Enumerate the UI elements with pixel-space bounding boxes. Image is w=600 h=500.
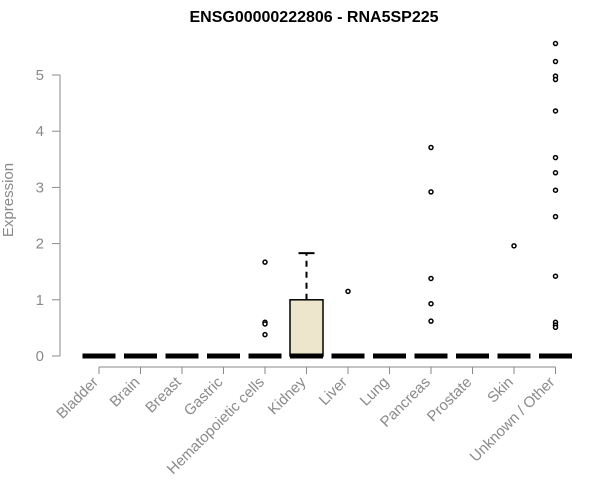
iqr-box [289,299,324,357]
outlier-point [511,243,517,249]
outlier-point [262,321,268,327]
outlier-point [552,213,559,220]
box-skin [497,243,531,359]
box-unknown-other [539,40,572,359]
outlier-point [428,318,434,324]
x-tick-label: Prostate [424,374,476,426]
y-axis: 0 1 2 3 4 5 [36,67,61,365]
box-hematopoietic-cells [248,259,282,359]
outlier-point [552,324,559,331]
y-tick-label: 3 [36,179,44,196]
x-tick-label: Bladder [53,374,102,423]
y-tick-label: 0 [36,348,44,365]
x-tick-label: Kidney [265,373,310,418]
chart-title: ENSG00000222806 - RNA5SP225 [189,9,438,26]
outlier-point [262,259,268,265]
y-tick-label: 4 [36,123,44,140]
outlier-point [428,300,434,307]
outlier-point [428,144,434,151]
y-axis-label: Expression [0,163,17,237]
outlier-point [345,288,351,295]
x-tick-label: Liver [316,374,351,409]
y-tick-label: 1 [36,292,44,309]
outlier-point [552,58,559,65]
plot-area [82,40,572,359]
outlier-point [552,273,559,279]
outlier-point [552,187,559,193]
outlier-point [428,189,434,195]
box-pancreas [414,144,448,359]
box-kidney [289,252,324,359]
x-tick-label: Brain [107,374,144,411]
y-tick-label: 2 [36,236,44,253]
outlier-point [552,170,559,176]
y-tick-label: 5 [36,67,44,84]
outlier-point [552,76,559,83]
outlier-point [552,154,559,161]
outlier-point [552,40,559,47]
outlier-point [428,275,434,282]
x-tick-label: Skin [484,374,517,407]
box-liver [331,288,365,359]
x-tick-label: Breast [142,373,185,416]
x-tick-label: Lung [357,374,393,410]
outlier-point [262,331,268,338]
outlier-point [552,108,559,114]
